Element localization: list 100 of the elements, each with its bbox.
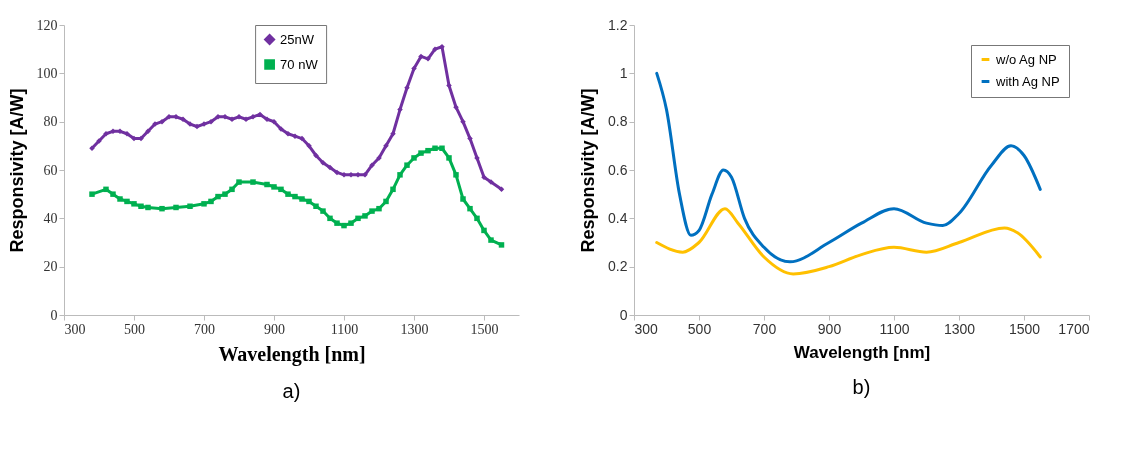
point [362,213,368,219]
point [320,208,326,214]
text: b) [852,376,871,398]
point [250,179,256,185]
point [418,150,424,156]
x-tick-label: 1100 [879,320,910,337]
point [474,215,480,222]
point [299,135,305,142]
point [453,172,459,178]
x-axis-title: Wavelength [nm] [218,342,366,366]
point [348,220,354,226]
x-tick-label: 1500 [470,321,499,337]
x-tick-label: 700 [194,321,215,337]
point [327,164,333,171]
point [383,198,389,205]
point [292,193,298,200]
point [215,193,221,200]
x-tick-label: 1300 [943,320,976,337]
point [159,205,165,212]
point [306,198,312,205]
line-series [655,71,1042,264]
legend-label: 70 nW [280,56,319,72]
y-tick-label: 0 [50,307,58,323]
point [173,204,179,211]
point [397,172,403,178]
line-series [655,207,1042,276]
point [299,196,305,202]
point [376,205,382,212]
y-tick-label: 20 [43,259,58,275]
point [418,53,424,60]
point [460,196,466,202]
point [117,128,123,135]
legend-label: 25nW [280,31,315,47]
point [138,135,144,142]
point [222,191,228,197]
x-tick-label: 300 [64,321,86,337]
x-tick-label: 1500 [1008,320,1041,337]
y-tick-label: 0 [619,306,628,323]
y-tick-label: 100 [36,65,58,81]
point [264,181,270,188]
point [467,205,473,212]
point [432,145,438,151]
point [201,201,207,207]
point [411,155,417,161]
point [194,123,200,130]
point [145,204,151,211]
point [313,152,319,159]
point [89,191,95,197]
y-tick-label: 1 [619,64,628,81]
point [229,186,235,193]
x-tick-label: 700 [752,320,777,337]
point [446,82,452,89]
point [271,118,277,125]
point [187,203,193,209]
y-tick-label: 120 [36,17,58,33]
x-tick-label: 1700 [1058,320,1090,337]
x-tick-label: 300 [634,320,659,337]
point [159,118,165,125]
text: a) [282,380,301,402]
point [117,196,123,202]
point [481,227,487,234]
point [404,162,410,168]
point [110,191,116,197]
y-tick-label: 0.8 [608,113,628,130]
x-tick-label: 900 [264,321,285,337]
point [327,215,333,222]
point [124,198,130,205]
y-tick-label: 60 [43,162,58,178]
point [390,186,396,193]
y-tick-label: 0.4 [608,209,628,226]
x-tick-label: 500 [124,321,145,337]
legend-label: w/o Ag NP [995,51,1057,67]
point [334,169,340,176]
y-tick-label: 0.6 [608,161,628,178]
point [439,145,445,151]
point [131,201,137,207]
point [131,135,137,142]
x-tick-label: 900 [817,320,842,337]
x-tick-label: 1100 [330,321,359,337]
y-tick-label: 80 [43,114,58,130]
point [411,65,417,72]
point [257,111,263,118]
point [460,118,466,125]
point [425,147,431,154]
point [498,242,505,248]
y-axis-title: Responsivity [A/W] [6,88,27,253]
point [355,215,361,222]
point [285,191,291,197]
x-tick-label: 500 [687,320,712,337]
x-tick-label: 1300 [400,321,429,337]
point [278,186,284,193]
point [103,186,109,193]
y-tick-label: 1.2 [608,16,628,33]
point [271,184,277,190]
y-tick-label: 40 [43,210,58,226]
point [397,106,403,113]
point [369,208,375,214]
y-axis-title: Responsivity [A/W] [578,88,599,253]
point [208,198,214,205]
point [467,135,473,142]
